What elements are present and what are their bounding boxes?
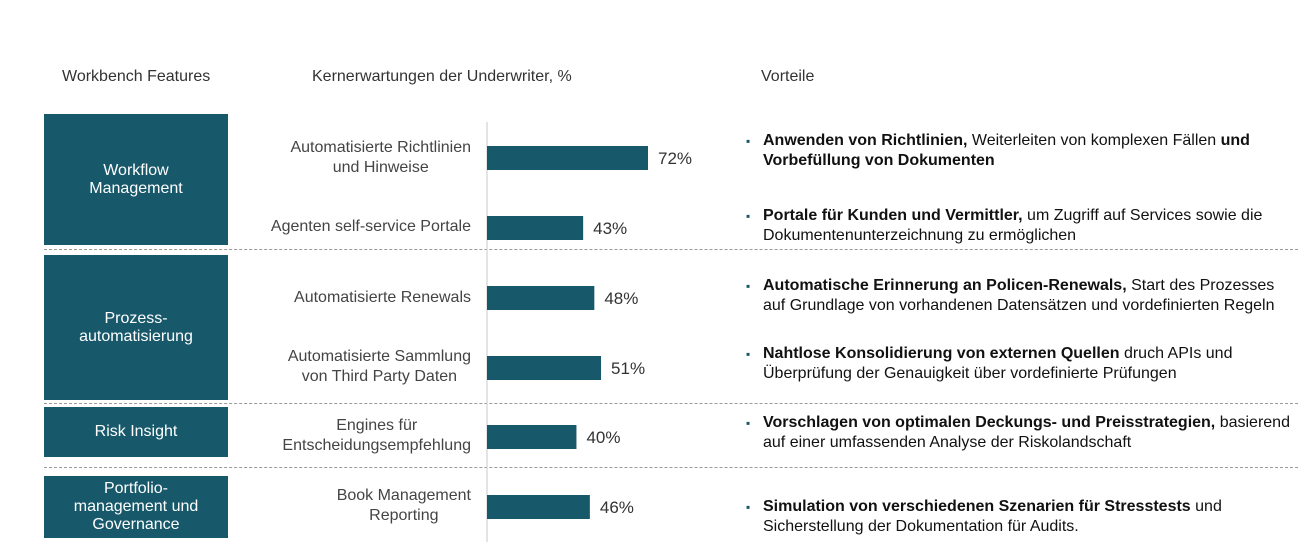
benefit-text-bold: Anwenden von Richtlinien, (763, 132, 968, 149)
benefit-item: ▪ Portale für Kunden und Vermittler, um … (746, 206, 1298, 246)
section-divider (44, 249, 1298, 250)
benefit-item: ▪ Nahtlose Konsolidierung von externen Q… (746, 344, 1298, 384)
bar-4 (487, 425, 577, 449)
header-underwriter-expectations: Kernerwartungen der Underwriter, % (312, 68, 572, 85)
benefit-text-regular: um Zugriff auf Services sowie die Dokume… (763, 207, 1263, 244)
benefit-text: Portale für Kunden und Vermittler, um Zu… (763, 206, 1298, 246)
bar-category-label: Book Management Reporting (336, 487, 471, 524)
bar-value-label-3: 51% (611, 359, 645, 378)
bullet-icon: ▪ (746, 347, 751, 361)
benefit-text: Automatische Erinnerung an Policen-Renew… (763, 276, 1298, 316)
benefit-text: Simulation von verschiedenen Szenarien f… (763, 497, 1298, 537)
benefit-text-bold: Simulation von verschiedenen Szenarien f… (763, 498, 1191, 515)
benefit-text-regular: basierend auf einer umfassenden Analyse … (763, 414, 1290, 451)
feature-box-workflow-management: Workflow Management (44, 114, 228, 245)
bullet-icon: ▪ (746, 134, 751, 148)
feature-label: Workflow Management (89, 161, 183, 197)
bar-category-label: Automatisierte Sammlung von Third Party … (287, 348, 471, 385)
bar-category-label: Automatisierte Renewals (294, 289, 471, 306)
bar-3 (487, 356, 602, 380)
benefit-item: ▪ Automatische Erinnerung an Policen-Ren… (746, 276, 1298, 316)
feature-box-portfolio-governance: Portfolio- management und Governance (44, 476, 228, 538)
section-divider (44, 403, 1298, 404)
bullet-icon: ▪ (746, 500, 751, 514)
benefit-item: ▪ Vorschlagen von optimalen Deckungs- un… (746, 413, 1298, 453)
section-divider (44, 467, 1298, 468)
header-workbench-features: Workbench Features (62, 68, 211, 85)
header-benefits: Vorteile (761, 68, 815, 85)
benefit-text-bold: Portale für Kunden und Vermittler, (763, 207, 1023, 224)
bullet-icon: ▪ (746, 279, 751, 293)
benefit-text-bold: Automatische Erinnerung an Policen-Renew… (763, 277, 1127, 294)
benefit-item: ▪ Simulation von verschiedenen Szenarien… (746, 497, 1298, 537)
bar-value-label-1: 43% (593, 219, 627, 238)
feature-box-risk-insight: Risk Insight (44, 407, 228, 457)
bar-5 (487, 495, 590, 519)
benefit-text-bold: und Vorbefüllung von Dokumenten (763, 132, 1250, 169)
bar-value-label-4: 40% (586, 428, 620, 447)
benefit-text-regular: und Sicherstellung der Dokumentation für… (763, 498, 1222, 535)
bar-value-label-5: 46% (600, 498, 634, 517)
benefit-text-regular: Weiterleiten von komplexen Fällen (967, 132, 1221, 149)
benefit-text: Anwenden von Richtlinien, Weiterleiten v… (763, 131, 1298, 171)
benefit-text-regular: Start des Prozesses auf Grundlage von vo… (763, 277, 1275, 314)
benefit-text: Vorschlagen von optimalen Deckungs- und … (763, 413, 1298, 453)
feature-label: Risk Insight (94, 423, 178, 440)
bar-category-label: Automatisierte Richtlinien und Hinweise (290, 139, 471, 176)
feature-box-process-automation: Prozess- automatisierung (44, 255, 228, 400)
benefit-text-bold: Nahtlose Konsolidierung von externen Que… (763, 345, 1120, 362)
bullet-icon: ▪ (746, 209, 751, 223)
bar-2 (487, 286, 595, 310)
bar-1 (487, 216, 584, 240)
benefit-text-bold: Vorschlagen von optimalen Deckungs- und … (763, 414, 1216, 431)
benefit-item: ▪ Anwenden von Richtlinien, Weiterleiten… (746, 131, 1298, 171)
benefit-text-regular: druch APIs und Überprüfung der Genauigke… (763, 345, 1233, 382)
feature-label: Portfolio- management und Governance (73, 480, 199, 533)
benefit-text: Nahtlose Konsolidierung von externen Que… (763, 344, 1298, 384)
bar-0 (487, 146, 648, 170)
bar-value-label-2: 48% (604, 289, 638, 308)
bar-category-label: Agenten self-service Portale (270, 218, 471, 235)
feature-label: Prozess- automatisierung (79, 309, 193, 345)
bar-value-label-0: 72% (658, 149, 692, 168)
bar-category-label: Engines für Entscheidungsempfehlung (282, 417, 471, 454)
bullet-icon: ▪ (746, 416, 751, 430)
